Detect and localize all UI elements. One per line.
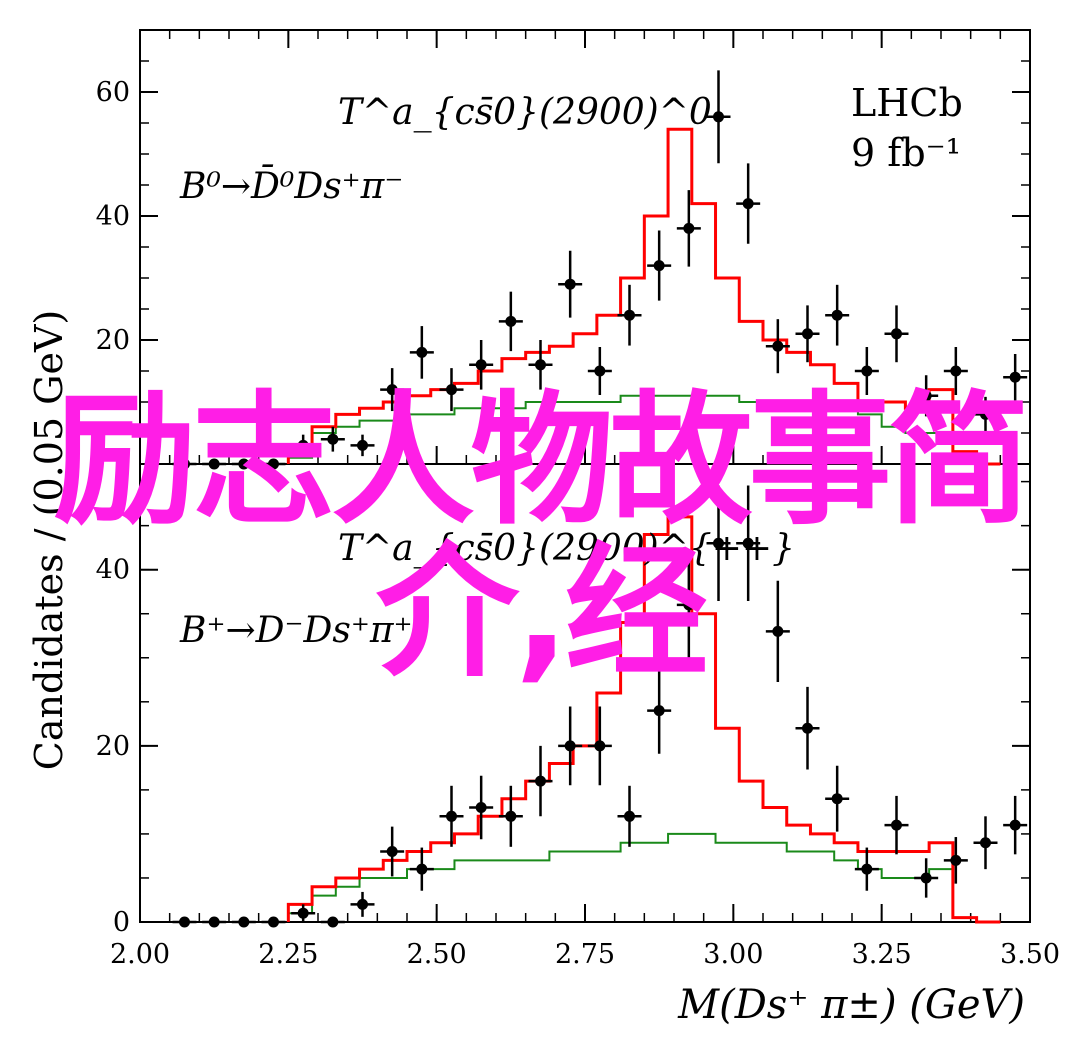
y-axis-label: Candidates / (0.05 GeV) bbox=[27, 310, 71, 771]
data-point bbox=[831, 309, 843, 321]
top-panel: 20 40 60 bbox=[96, 60, 1030, 470]
bottom-resonance-label: T^a_{cs̄0}(2900)^{++} bbox=[338, 528, 795, 569]
x-tick-label: 2.50 bbox=[407, 939, 467, 970]
data-point bbox=[475, 802, 487, 813]
data-point bbox=[416, 863, 428, 875]
data-point bbox=[980, 837, 991, 849]
data-point bbox=[1009, 371, 1021, 383]
data-point bbox=[802, 722, 813, 734]
data-point bbox=[268, 458, 279, 470]
data-point bbox=[386, 846, 398, 858]
data-point bbox=[950, 854, 962, 866]
data-point bbox=[802, 328, 813, 340]
data-point bbox=[861, 863, 873, 875]
data-point bbox=[238, 916, 250, 928]
data-point bbox=[535, 775, 546, 787]
x-tick-label: 2.75 bbox=[555, 939, 615, 970]
component-histogram bbox=[287, 832, 1001, 923]
data-point bbox=[920, 390, 932, 402]
plot-frame: 2.00 2.25 2.50 2.75 3.00 3.25 3.50 bbox=[110, 29, 1060, 970]
y-tick-label: 20 bbox=[96, 731, 130, 762]
y-tick-label: 20 bbox=[96, 325, 130, 356]
top-resonance-label: T^a_{cs̄0}(2900)^0 bbox=[338, 92, 712, 133]
data-point bbox=[386, 384, 398, 396]
data-point bbox=[535, 359, 546, 371]
data-point bbox=[742, 537, 754, 549]
data-point bbox=[357, 439, 368, 451]
data-point bbox=[564, 740, 576, 752]
data-point bbox=[861, 365, 873, 377]
data-point bbox=[564, 278, 576, 290]
data-point bbox=[1009, 819, 1021, 831]
data-point bbox=[446, 384, 457, 396]
data-point bbox=[772, 340, 784, 352]
data-point bbox=[179, 916, 190, 928]
data-point bbox=[179, 458, 190, 470]
bottom-panel: 0 20 40 bbox=[96, 480, 1030, 938]
data-point bbox=[357, 898, 368, 910]
data-point bbox=[624, 309, 635, 321]
data-point bbox=[624, 810, 635, 822]
data-point bbox=[653, 705, 665, 717]
y-tick-label: 40 bbox=[96, 201, 130, 232]
data-point bbox=[980, 408, 991, 420]
data-point bbox=[297, 907, 309, 919]
y-tick-label: 40 bbox=[96, 555, 130, 586]
top-decay-label: B⁰→D̄⁰Ds⁺π⁻ bbox=[179, 164, 403, 207]
data-point bbox=[683, 599, 695, 611]
data-point bbox=[950, 365, 962, 377]
x-axis-label: M(Ds⁺ π±) (GeV) bbox=[677, 982, 1025, 1028]
data-point bbox=[446, 810, 457, 822]
experiment-label: LHCb bbox=[851, 81, 963, 125]
data-point bbox=[891, 819, 902, 831]
data-point bbox=[208, 458, 220, 470]
axes-text: Candidates / (0.05 GeV) M(Ds⁺ π±) (GeV) … bbox=[27, 81, 1025, 1028]
data-point bbox=[327, 916, 339, 928]
x-tick-label: 3.25 bbox=[852, 939, 912, 970]
data-point bbox=[594, 740, 606, 752]
data-point bbox=[831, 793, 843, 805]
data-point bbox=[475, 359, 487, 371]
data-point bbox=[594, 365, 606, 377]
y-tick-label: 0 bbox=[113, 907, 130, 938]
luminosity-label: 9 fb⁻¹ bbox=[851, 131, 961, 175]
data-point bbox=[505, 315, 517, 327]
data-point bbox=[416, 346, 428, 358]
data-point bbox=[772, 625, 784, 637]
total-fit-histogram bbox=[286, 127, 1001, 466]
data-point bbox=[208, 916, 220, 928]
x-tick-label: 2.00 bbox=[110, 939, 170, 970]
data-point bbox=[713, 111, 724, 123]
y-tick-label: 60 bbox=[96, 77, 130, 108]
x-tick-label: 3.00 bbox=[703, 939, 763, 970]
data-point bbox=[742, 198, 754, 210]
data-point bbox=[683, 222, 695, 234]
data-point bbox=[653, 260, 665, 272]
data-point bbox=[268, 916, 279, 928]
data-point bbox=[505, 810, 517, 822]
bottom-decay-label: B⁺→D⁻Ds⁺π⁺ bbox=[179, 610, 413, 651]
data-point bbox=[238, 458, 250, 470]
data-point bbox=[920, 872, 932, 884]
data-point bbox=[891, 328, 902, 340]
data-point bbox=[327, 433, 339, 445]
x-tick-label: 2.25 bbox=[258, 939, 318, 970]
data-point bbox=[297, 439, 309, 451]
x-tick-label: 3.50 bbox=[1000, 939, 1060, 970]
data-point bbox=[713, 537, 724, 549]
total-fit-histogram bbox=[286, 515, 1001, 924]
component-histogram bbox=[287, 394, 1001, 465]
